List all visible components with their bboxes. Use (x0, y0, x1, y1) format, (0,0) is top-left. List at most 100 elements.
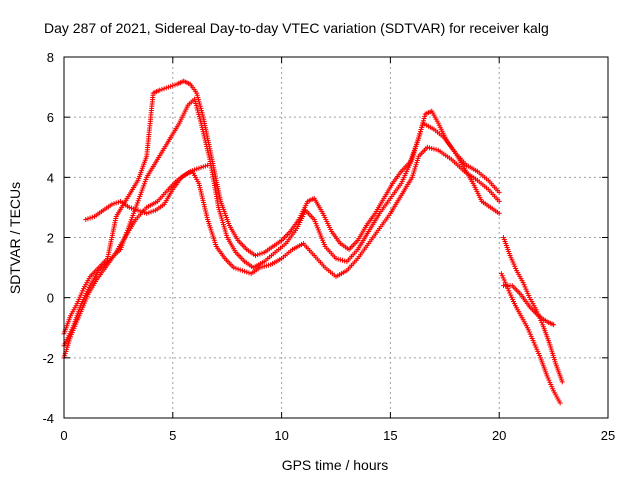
data-point (200, 164, 206, 170)
data-point (85, 216, 91, 222)
data-point (135, 207, 141, 213)
data-point (198, 165, 204, 171)
x-axis-title: GPS time / hours (282, 457, 389, 473)
data-point (161, 86, 167, 92)
data-point (559, 379, 565, 385)
data-point (195, 109, 201, 115)
data-point (111, 201, 117, 207)
data-point (196, 99, 202, 105)
data-point (433, 147, 439, 153)
data-point (192, 167, 198, 173)
x-tick-label: 15 (383, 428, 397, 443)
data-point (422, 113, 428, 119)
data-layer (61, 78, 565, 406)
x-tick-label: 10 (274, 428, 288, 443)
series-trace-d (501, 235, 565, 385)
data-point (146, 210, 152, 216)
data-point (195, 107, 201, 113)
data-point (197, 103, 203, 109)
data-point (419, 122, 425, 128)
data-point (239, 268, 245, 274)
data-point (170, 83, 176, 89)
data-point (199, 110, 205, 116)
data-point (187, 168, 193, 174)
data-point (242, 268, 248, 274)
data-point (205, 162, 211, 168)
data-point (198, 105, 204, 111)
data-point (431, 146, 437, 152)
y-tick-label: 8 (47, 50, 54, 65)
data-point (496, 189, 502, 195)
y-tick-label: -2 (42, 351, 54, 366)
y-tick-label: 6 (47, 110, 54, 125)
data-point (259, 250, 265, 256)
data-point (231, 265, 237, 271)
y-tick-label: -4 (42, 411, 54, 426)
data-point (126, 204, 132, 210)
x-tick-label: 5 (169, 428, 176, 443)
series-trace-f (501, 283, 557, 328)
data-point (257, 265, 263, 271)
data-point (193, 100, 199, 106)
series-trace-g (83, 162, 211, 222)
data-point (133, 207, 139, 213)
data-point (202, 163, 208, 169)
data-point (192, 98, 198, 104)
data-point (198, 108, 204, 114)
data-point (421, 116, 427, 122)
x-tick-label: 25 (601, 428, 615, 443)
data-point (128, 205, 134, 211)
data-point (193, 103, 199, 109)
data-point (150, 208, 156, 214)
chart-title: Day 287 of 2021, Sidereal Day-to-day VTE… (44, 20, 549, 36)
data-point (259, 264, 265, 270)
data-point (142, 210, 148, 216)
data-point (194, 105, 200, 111)
data-point (429, 145, 435, 151)
data-point (113, 200, 119, 206)
data-point (557, 400, 563, 406)
data-point (83, 216, 89, 222)
data-point (196, 97, 202, 103)
data-point (261, 263, 267, 269)
series-trace-e (498, 271, 563, 406)
data-point (137, 208, 143, 214)
data-point (196, 165, 202, 171)
data-point (416, 133, 422, 139)
data-point (340, 257, 346, 263)
data-point (416, 135, 422, 141)
data-point (192, 96, 198, 102)
data-point (252, 253, 258, 259)
data-point (263, 263, 269, 269)
data-point (237, 267, 243, 273)
x-tick-label: 0 (60, 428, 67, 443)
data-point (420, 120, 426, 126)
data-point (157, 87, 163, 93)
data-point (255, 252, 261, 258)
series-trace-c (61, 78, 502, 337)
data-point (131, 206, 137, 212)
data-point (496, 198, 502, 204)
data-point (194, 90, 200, 96)
data-point (197, 101, 203, 107)
data-point (342, 258, 348, 264)
data-point (424, 144, 430, 150)
data-point (165, 84, 171, 90)
data-point (333, 256, 339, 262)
data-point (551, 322, 557, 328)
data-point (496, 210, 502, 216)
data-point (159, 86, 165, 92)
data-point (417, 129, 423, 135)
data-point (172, 82, 178, 88)
y-tick-label: 4 (47, 170, 54, 185)
data-point (163, 85, 169, 91)
data-point (266, 262, 272, 268)
data-point (335, 256, 341, 262)
grid-layer (64, 57, 608, 418)
data-point (195, 94, 201, 100)
data-point (148, 209, 154, 215)
data-point (109, 201, 115, 207)
tick-layer: 0 5 10 15 20 25 -4 -2 0 2 4 6 8 (42, 50, 615, 443)
